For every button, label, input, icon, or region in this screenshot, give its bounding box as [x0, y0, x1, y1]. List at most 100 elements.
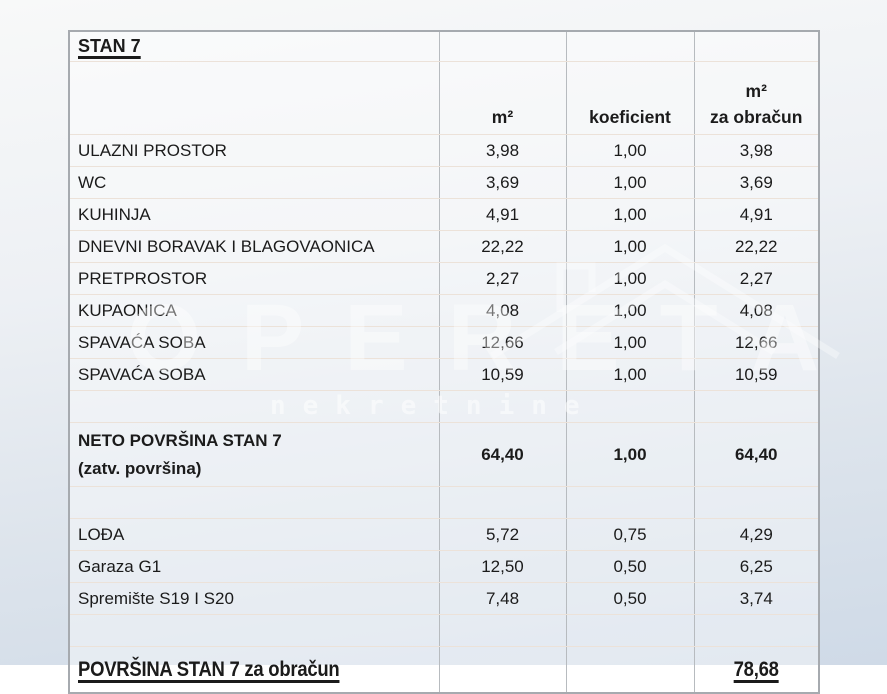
m2-cell — [438, 486, 567, 519]
m2-cell-text: 7,48 — [485, 588, 520, 608]
room-name-cell: Garaza G1 — [68, 550, 440, 583]
m2-za-obracun-cell-text: 3,69 — [739, 172, 773, 192]
m2-cell-text: 5,72 — [485, 524, 520, 544]
koeficient-cell-text: 1,00 — [613, 140, 647, 160]
room-name-cell: DNEVNI BORAVAK I BLAGOVAONICA — [68, 230, 440, 263]
m2-cell: 12,50 — [438, 550, 567, 583]
koeficient-cell-text: 1,00 — [613, 332, 647, 352]
koeficient-cell-text: 1,00 — [613, 364, 647, 384]
m2-cell-text: 4,91 — [485, 204, 520, 224]
room-name-cell: POVRŠINA STAN 7 za obračun — [68, 646, 440, 693]
column-header-row: m² koeficient m² za obračun — [68, 61, 820, 135]
koeficient-cell: 1,00 — [565, 198, 695, 231]
room-name-cell-text: NETO POVRŠINA STAN 7 — [78, 431, 282, 451]
m2-za-obracun-cell-text: 64,40 — [734, 444, 778, 464]
col-header-m2: m² — [438, 61, 567, 135]
m2-za-obracun-cell-text: 4,29 — [739, 524, 773, 544]
m2-za-obracun-cell: 10,59 — [693, 358, 820, 391]
table-row-total: POVRŠINA STAN 7 za obračun 78,68 — [68, 646, 820, 693]
empty-cell — [565, 30, 695, 62]
m2-za-obracun-cell: 6,25 — [693, 550, 820, 583]
room-name-cell-text: Spremište S19 I S20 — [78, 588, 234, 608]
room-name-cell: SPAVAĆA SOBA — [68, 358, 440, 391]
room-name-cell: SPAVAĆA SOBA — [68, 326, 440, 359]
table-title-cell: STAN 7 — [68, 30, 440, 62]
m2-cell-text: 22,22 — [481, 236, 524, 256]
col-header-m2-za-obracun-line1: m² — [745, 80, 767, 101]
table-row-item: Garaza G1 12,50 0,50 6,25 — [68, 550, 820, 583]
table-row-item: SPAVAĆA SOBA 12,66 1,00 12,66 — [68, 326, 820, 359]
m2-cell-text: 3,98 — [485, 140, 520, 160]
m2-za-obracun-cell: 2,27 — [693, 262, 820, 295]
m2-cell: 22,22 — [438, 230, 567, 263]
table-row-subtotal: NETO POVRŠINA STAN 7 (zatv. površina) 64,4… — [68, 422, 820, 487]
room-name-cell: KUHINJA — [68, 198, 440, 231]
koeficient-cell-text: 1,00 — [613, 236, 647, 256]
koeficient-cell — [565, 614, 695, 647]
room-name-cell-text: KUHINJA — [78, 204, 151, 224]
m2-cell: 7,48 — [438, 582, 567, 615]
koeficient-cell-text: 1,00 — [613, 300, 647, 320]
room-name-cell-text-line2: (zatv. površina) — [78, 458, 202, 478]
koeficient-cell-text: 1,00 — [613, 204, 647, 224]
table-row-item: WC 3,69 1,00 3,69 — [68, 166, 820, 199]
table-row-spacer — [68, 390, 820, 423]
koeficient-cell-text: 1,00 — [613, 172, 647, 192]
koeficient-cell: 0,50 — [565, 550, 695, 583]
koeficient-cell-text: 1,00 — [613, 268, 647, 288]
room-name-cell: KUPAONICA — [68, 294, 440, 327]
room-name-cell: PRETPROSTOR — [68, 262, 440, 295]
col-header-koeficient: koeficient — [565, 61, 695, 135]
empty-header-cell — [68, 61, 440, 135]
koeficient-cell: 1,00 — [565, 166, 695, 199]
m2-cell-text: 2,27 — [485, 268, 520, 288]
m2-cell: 10,59 — [438, 358, 567, 391]
m2-za-obracun-cell — [693, 390, 820, 423]
m2-za-obracun-cell-text: 2,27 — [739, 268, 773, 288]
m2-cell: 12,66 — [438, 326, 567, 359]
m2-cell: 4,91 — [438, 198, 567, 231]
room-name-cell-text: ULAZNI PROSTOR — [78, 140, 227, 160]
m2-cell: 3,69 — [438, 166, 567, 199]
koeficient-cell — [565, 486, 695, 519]
room-name-cell-text: Garaza G1 — [78, 556, 162, 576]
m2-cell-text: 12,50 — [481, 556, 524, 576]
m2-za-obracun-cell-text: 4,91 — [739, 204, 773, 224]
table-row-spacer — [68, 614, 820, 647]
m2-za-obracun-cell: 4,29 — [693, 518, 820, 551]
m2-za-obracun-cell-text: 6,25 — [739, 556, 773, 576]
empty-cell — [438, 30, 567, 62]
table-row-spacer — [68, 486, 820, 519]
room-name-cell: WC — [68, 166, 440, 199]
room-name-cell-text: SPAVAĆA SOBA — [78, 364, 206, 384]
koeficient-cell-text: 0,75 — [613, 524, 647, 544]
col-header-m2-za-obracun-line2: za obračun — [710, 106, 803, 127]
m2-za-obracun-cell-text: 3,74 — [739, 588, 773, 608]
m2-cell — [438, 390, 567, 423]
koeficient-cell-text: 1,00 — [613, 444, 647, 464]
m2-cell-text: 64,40 — [481, 444, 524, 464]
m2-za-obracun-cell: 3,74 — [693, 582, 820, 615]
koeficient-cell-text: 0,50 — [613, 588, 647, 608]
m2-cell: 3,98 — [438, 134, 567, 167]
table-row-item: DNEVNI BORAVAK I BLAGOVAONICA 22,22 1,00 22… — [68, 230, 820, 263]
m2-za-obracun-cell-text: 4,08 — [739, 300, 773, 320]
koeficient-cell — [565, 390, 695, 423]
m2-za-obracun-cell: 4,08 — [693, 294, 820, 327]
koeficient-cell — [565, 646, 695, 693]
col-header-m2-za-obracun: m² za obračun — [693, 61, 820, 135]
m2-za-obracun-cell-text: 22,22 — [734, 236, 778, 256]
empty-cell — [693, 30, 820, 62]
m2-cell-text: 4,08 — [485, 300, 520, 320]
m2-cell — [438, 646, 567, 693]
table-row-item: SPAVAĆA SOBA 10,59 1,00 10,59 — [68, 358, 820, 391]
m2-cell — [438, 614, 567, 647]
room-name-cell — [68, 614, 440, 647]
m2-za-obracun-cell: 12,66 — [693, 326, 820, 359]
room-name-cell-text: DNEVNI BORAVAK I BLAGOVAONICA — [78, 236, 375, 256]
koeficient-cell: 1,00 — [565, 262, 695, 295]
koeficient-cell: 0,75 — [565, 518, 695, 551]
m2-cell: 5,72 — [438, 518, 567, 551]
room-name-cell-text: KUPAONICA — [78, 300, 177, 320]
